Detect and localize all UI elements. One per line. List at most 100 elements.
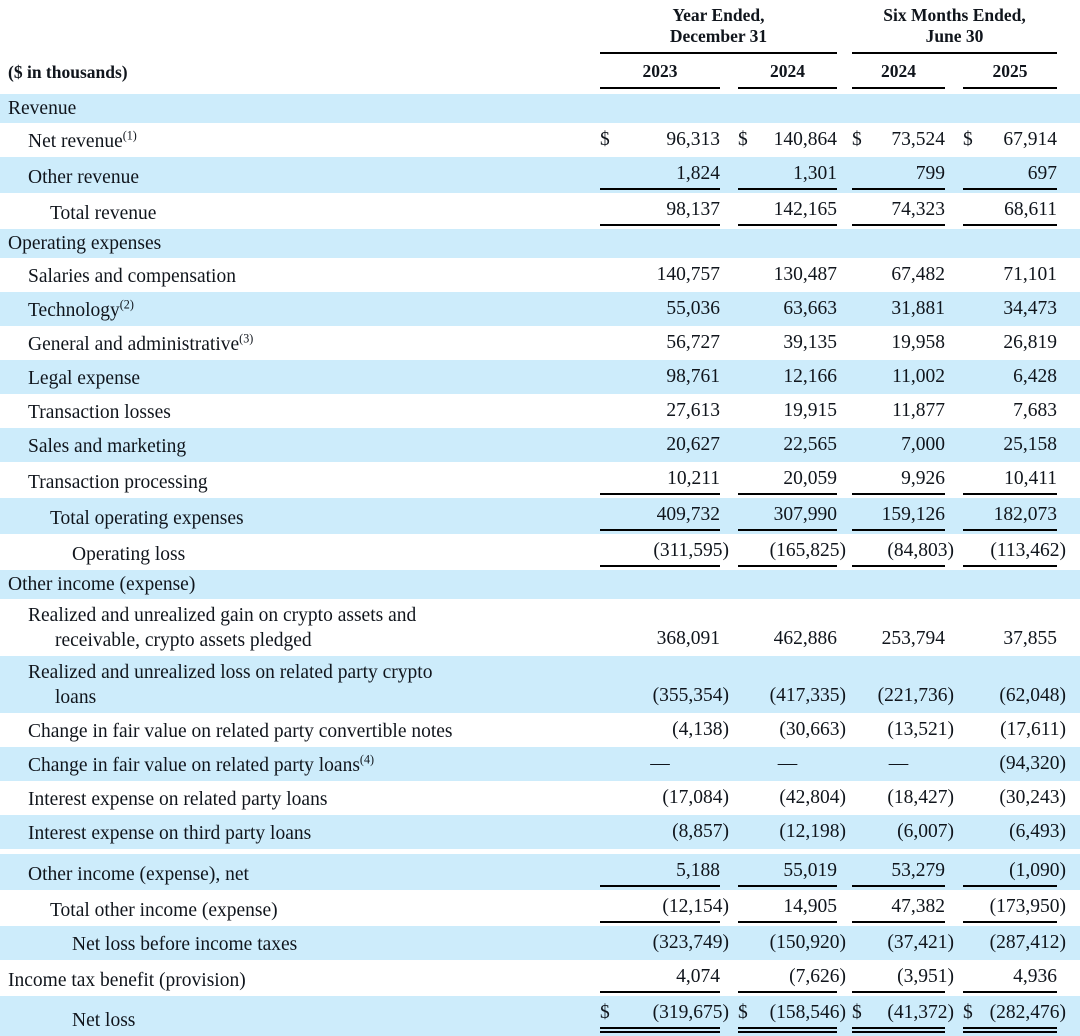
value-text: (4,138) — [672, 719, 729, 740]
value-text: (8,857) — [672, 821, 729, 842]
value-text: (84,803) — [887, 540, 954, 561]
row-label: Realized and unrealized loss on related … — [28, 662, 433, 708]
row-label: Interest expense on third party loans — [28, 823, 312, 844]
value-text: (311,595) — [653, 540, 729, 561]
value-text: 98,137 — [666, 199, 720, 220]
value-cell: 63,663 — [738, 296, 837, 323]
value-cell: 4,074 — [600, 964, 720, 993]
year-column-header: 2024 — [738, 61, 837, 89]
dollar-sign: $ — [738, 129, 748, 150]
value-text: 6,428 — [1013, 366, 1057, 387]
value-cell: (30,663) — [738, 717, 846, 744]
group-label-line: June 30 — [925, 26, 984, 46]
value-text: 22,565 — [783, 434, 837, 455]
value-cell: 140,757 — [600, 262, 720, 289]
value-cell: (18,427) — [852, 785, 954, 812]
value-text: 9,926 — [901, 468, 945, 489]
value-cell: (4,138) — [600, 717, 729, 744]
value-cell: (113,462) — [963, 538, 1066, 567]
value-cell: (311,595) — [600, 538, 729, 567]
row-label: Interest expense on related party loans — [28, 789, 328, 810]
value-cell: 74,323 — [852, 197, 945, 226]
value-cell: — — [600, 751, 720, 778]
value-cell: 27,613 — [600, 398, 720, 425]
section-header-row: Revenue — [0, 94, 1080, 123]
row-label: Net revenue(1) — [28, 128, 137, 152]
year-header-row: ($ in thousands) 2023 2024 2024 2025 — [0, 54, 1080, 89]
value-text: (173,950) — [989, 896, 1066, 917]
value-text: 10,411 — [1004, 468, 1057, 489]
value-cell: 10,211 — [600, 466, 720, 495]
value-cell: 39,135 — [738, 330, 837, 357]
value-text: (30,243) — [999, 787, 1066, 808]
value-cell: (62,048) — [963, 683, 1066, 710]
value-text: (30,663) — [779, 719, 846, 740]
value-text: — — [888, 753, 909, 774]
value-text: 7,000 — [901, 434, 945, 455]
table-row: Realized and unrealized gain on crypto a… — [0, 599, 1080, 656]
value-text: 19,958 — [891, 332, 945, 353]
value-cell: 9,926 — [852, 466, 945, 495]
value-cell: $ (282,476) — [963, 1000, 1066, 1033]
value-text: 26,819 — [1003, 332, 1057, 353]
value-text: 140,864 — [773, 129, 837, 150]
value-cell: 55,019 — [738, 858, 837, 887]
value-cell: 53,279 — [852, 858, 945, 887]
value-text: 19,915 — [783, 400, 837, 421]
group-label-line: Six Months Ended, — [883, 5, 1026, 25]
value-cell: (3,951) — [852, 964, 954, 993]
value-text: 31,881 — [891, 298, 945, 319]
value-cell: (173,950) — [963, 894, 1066, 923]
table-row: Other revenue 1,824 1,301 799 697 — [0, 157, 1080, 193]
value-cell: 68,611 — [963, 197, 1057, 226]
value-text: 63,663 — [783, 298, 837, 319]
value-text: (6,007) — [897, 821, 954, 842]
dollar-sign: $ — [738, 1002, 748, 1023]
column-group-year-ended: Year Ended, December 31 — [600, 5, 837, 54]
year-column-header: 2025 — [963, 61, 1057, 89]
value-text: (319,675) — [652, 1002, 729, 1023]
value-cell: (287,412) — [963, 930, 1066, 957]
value-text: (158,546) — [769, 1002, 846, 1023]
value-text: 409,732 — [656, 504, 720, 525]
value-text: 98,761 — [666, 366, 720, 387]
value-cell: 71,101 — [963, 262, 1057, 289]
value-text: 67,914 — [1003, 129, 1057, 150]
table-row: Interest expense on third party loans (8,… — [0, 815, 1080, 849]
value-text: — — [650, 753, 670, 774]
value-text: (1,090) — [1009, 860, 1066, 881]
row-label: Other income (expense), net — [28, 864, 249, 885]
value-text: 56,727 — [666, 332, 720, 353]
value-cell: 14,905 — [738, 894, 837, 923]
value-text: 53,279 — [891, 860, 945, 881]
value-cell: 26,819 — [963, 330, 1057, 357]
value-cell: (12,154) — [600, 894, 729, 923]
table-row: Sales and marketing 20,627 22,565 7,000 25,1… — [0, 428, 1080, 462]
value-cell: (355,354) — [600, 683, 729, 710]
value-text: 4,936 — [1013, 966, 1057, 987]
value-cell: (323,749) — [600, 930, 729, 957]
dollar-sign: $ — [600, 1002, 610, 1023]
value-cell: 799 — [852, 161, 945, 190]
value-text: 462,886 — [773, 628, 837, 649]
table-row: Net loss $ (319,675) $ (158,546) $ (41,372) $ (2… — [0, 996, 1080, 1036]
value-cell: 11,002 — [852, 364, 945, 391]
row-label: Revenue — [8, 98, 77, 119]
table-row: Net loss before income taxes (323,749) (15… — [0, 926, 1080, 960]
group-label-line: Year Ended, — [672, 5, 765, 25]
value-cell: 130,487 — [738, 262, 837, 289]
value-cell: 6,428 — [963, 364, 1057, 391]
value-text: 4,074 — [676, 966, 720, 987]
value-cell: (30,243) — [963, 785, 1066, 812]
value-text: (17,084) — [662, 787, 729, 808]
value-cell: (7,626) — [738, 964, 846, 993]
value-text: (94,320) — [999, 753, 1066, 774]
value-cell: $96,313 — [600, 127, 720, 154]
footnote-marker: (3) — [239, 331, 254, 346]
value-text: (17,611) — [1000, 719, 1066, 740]
dollar-sign: $ — [963, 129, 973, 150]
value-cell: (417,335) — [738, 683, 846, 710]
value-cell: 11,877 — [852, 398, 945, 425]
row-label: Income tax benefit (provision) — [8, 970, 246, 991]
